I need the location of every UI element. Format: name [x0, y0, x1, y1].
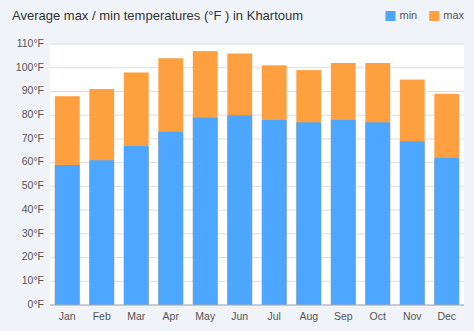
bar — [434, 94, 459, 305]
bar — [331, 120, 356, 305]
x-tick-label: Aug — [299, 310, 318, 322]
bar — [227, 115, 252, 305]
title: Average max / min temperatures (°F ) in … — [12, 8, 303, 23]
bar — [55, 96, 80, 305]
bar — [365, 122, 390, 305]
grid-line — [50, 305, 464, 306]
y-tick-label: 70°F — [22, 132, 44, 144]
bar — [124, 72, 149, 305]
grid-line — [50, 67, 464, 68]
x-tick-label: Jul — [268, 310, 281, 322]
y-tick-label: 80°F — [22, 108, 44, 120]
bar — [227, 53, 252, 305]
bar — [365, 63, 390, 305]
bars — [55, 51, 459, 305]
bar — [124, 146, 149, 305]
x-tick-label: Nov — [403, 310, 422, 322]
x-tick-label: Feb — [93, 310, 111, 322]
bar — [331, 63, 356, 305]
x-tick-label: May — [195, 310, 216, 322]
x-tick-label: Jan — [59, 310, 76, 322]
bar — [55, 165, 80, 305]
bar — [89, 160, 114, 305]
y-tick-label: 90°F — [22, 84, 44, 96]
bar — [193, 51, 218, 305]
plot-background — [50, 44, 464, 305]
x-axis-line — [50, 305, 464, 306]
y-tick-label: 50°F — [22, 179, 44, 191]
y-tick-label: 110°F — [17, 37, 44, 49]
bar — [193, 118, 218, 305]
x-tick-label: Apr — [163, 310, 180, 322]
chart: 0°F 10°F 20°F 30°F 40°F 50°F 60°F 70°F 80°F 90°F 1… — [0, 0, 474, 331]
bar — [262, 120, 287, 305]
bar — [296, 122, 321, 305]
bar — [296, 70, 321, 305]
bar — [434, 158, 459, 305]
legend-label: max — [443, 9, 464, 21]
y-tick-label: 20°F — [22, 250, 44, 262]
bar — [400, 80, 425, 305]
y-tick-label: 60°F — [22, 155, 44, 167]
y-tick-label: 100°F — [16, 61, 44, 73]
y-tick-label: 40°F — [22, 203, 44, 215]
bar — [158, 58, 183, 305]
bar — [400, 141, 425, 305]
bar — [262, 65, 287, 305]
x-tick-label: Jun — [231, 310, 248, 322]
legend-swatch — [385, 11, 395, 21]
bar — [89, 89, 114, 305]
background — [0, 0, 474, 331]
bar — [158, 132, 183, 305]
legend-swatch — [429, 11, 439, 21]
legend-label: min — [399, 9, 417, 21]
x-tick-label: Mar — [127, 310, 146, 322]
x-tick-label: Oct — [370, 310, 386, 322]
y-tick-label: 30°F — [22, 227, 44, 239]
legend: min max — [385, 9, 464, 21]
x-tick-label: Dec — [437, 310, 456, 322]
grid-line — [50, 44, 464, 45]
y-tick-label: 10°F — [22, 274, 44, 286]
y-tick-label: 0°F — [28, 298, 44, 310]
x-tick-label: Sep — [334, 310, 353, 322]
